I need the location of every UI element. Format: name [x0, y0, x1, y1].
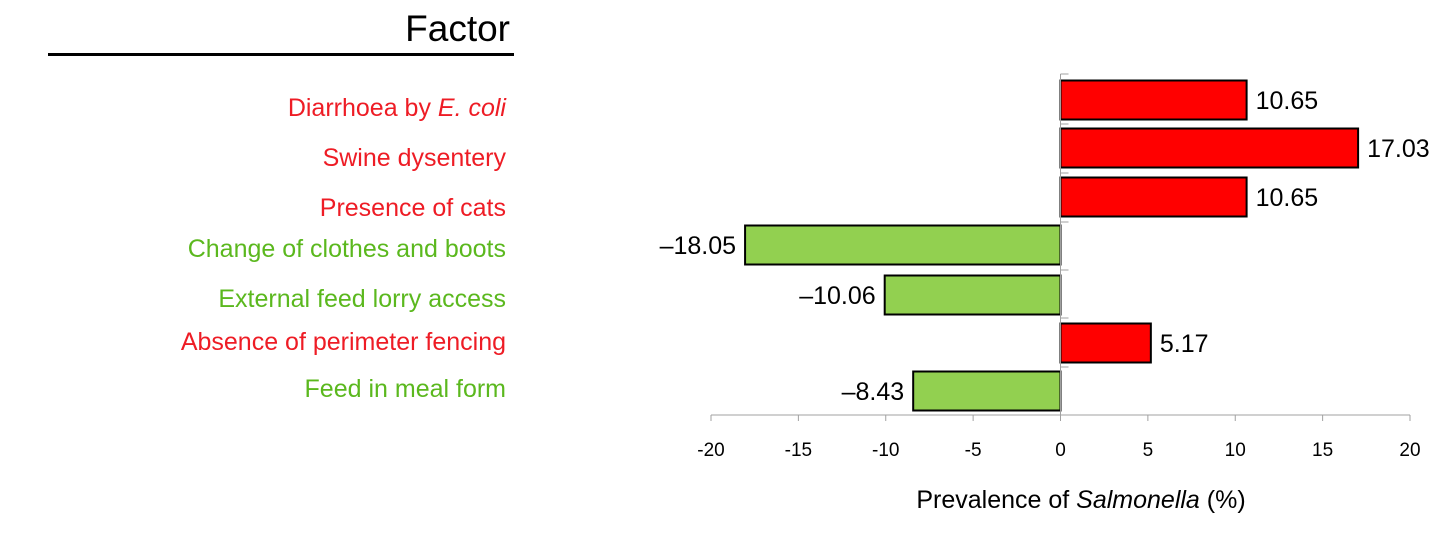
x-tick-label: -10 [872, 440, 899, 461]
bar [1059, 176, 1248, 218]
factor-label: Diarrhoea by E. coli [287, 94, 506, 122]
data-label: 10.65 [1256, 184, 1319, 212]
factor-label: Feed in meal form [304, 375, 506, 403]
factor-label: Absence of perimeter fencing [180, 328, 506, 356]
bar [1059, 79, 1248, 121]
data-label: 17.03 [1367, 135, 1430, 163]
x-tick-label: -20 [697, 440, 724, 461]
bar [744, 224, 1062, 266]
x-tick-label: 5 [1143, 440, 1154, 461]
data-label: –10.06 [799, 282, 875, 310]
bar [883, 274, 1062, 316]
bar [1059, 127, 1360, 169]
data-label: 10.65 [1256, 87, 1319, 115]
x-tick-label: -5 [965, 440, 982, 461]
x-tick-label: 15 [1312, 440, 1333, 461]
x-axis-title: Prevalence of Salmonella (%) [916, 486, 1245, 514]
factor-label: Presence of cats [319, 194, 506, 222]
x-tick-label: 0 [1055, 440, 1066, 461]
factor-label: Swine dysentery [322, 144, 506, 172]
factor-label: External feed lorry access [218, 285, 506, 313]
data-label: –18.05 [660, 232, 736, 260]
data-label: 5.17 [1160, 330, 1209, 358]
x-tick-label: -15 [785, 440, 812, 461]
x-tick-label: 20 [1399, 440, 1420, 461]
bar [912, 370, 1062, 412]
x-tick-label: 10 [1225, 440, 1246, 461]
factor-header: Factor [48, 0, 514, 56]
factor-label: Change of clothes and boots [187, 235, 506, 263]
data-label: –8.43 [842, 378, 905, 406]
bar [1059, 322, 1152, 364]
factor-title: Factor [405, 8, 510, 49]
